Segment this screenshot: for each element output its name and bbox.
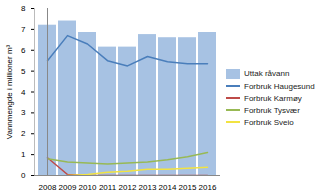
svg-text:6: 6 <box>21 46 26 55</box>
svg-text:2013: 2013 <box>139 183 157 192</box>
svg-text:2014: 2014 <box>159 183 177 192</box>
svg-text:Vannmengde i millioner m³: Vannmengde i millioner m³ <box>5 44 14 139</box>
svg-text:4: 4 <box>21 88 26 97</box>
svg-text:2016: 2016 <box>199 183 217 192</box>
svg-text:1: 1 <box>21 150 26 159</box>
svg-text:0: 0 <box>21 171 26 180</box>
html-text:Forbruk Sveio: Forbruk Sveio <box>244 117 294 127</box>
html-text:Forbruk Karmøy: Forbruk Karmøy <box>244 93 302 103</box>
svg-text:2015: 2015 <box>179 183 197 192</box>
svg-text:8: 8 <box>21 4 26 13</box>
svg-text:2008: 2008 <box>39 183 57 192</box>
svg-text:3: 3 <box>21 108 26 117</box>
svg-text:2012: 2012 <box>119 183 137 192</box>
html-text:Forbruk Tysvær: Forbruk Tysvær <box>244 105 300 115</box>
svg-text:2011: 2011 <box>99 183 117 192</box>
html-text:Uttak råvann: Uttak råvann <box>244 69 290 78</box>
svg-text:5: 5 <box>21 67 26 76</box>
html-text:Forbruk Haugesund: Forbruk Haugesund <box>244 81 315 91</box>
svg-text:2: 2 <box>21 129 26 138</box>
svg-text:7: 7 <box>21 25 26 34</box>
svg-text:2010: 2010 <box>79 183 97 192</box>
svg-text:2009: 2009 <box>59 183 77 192</box>
